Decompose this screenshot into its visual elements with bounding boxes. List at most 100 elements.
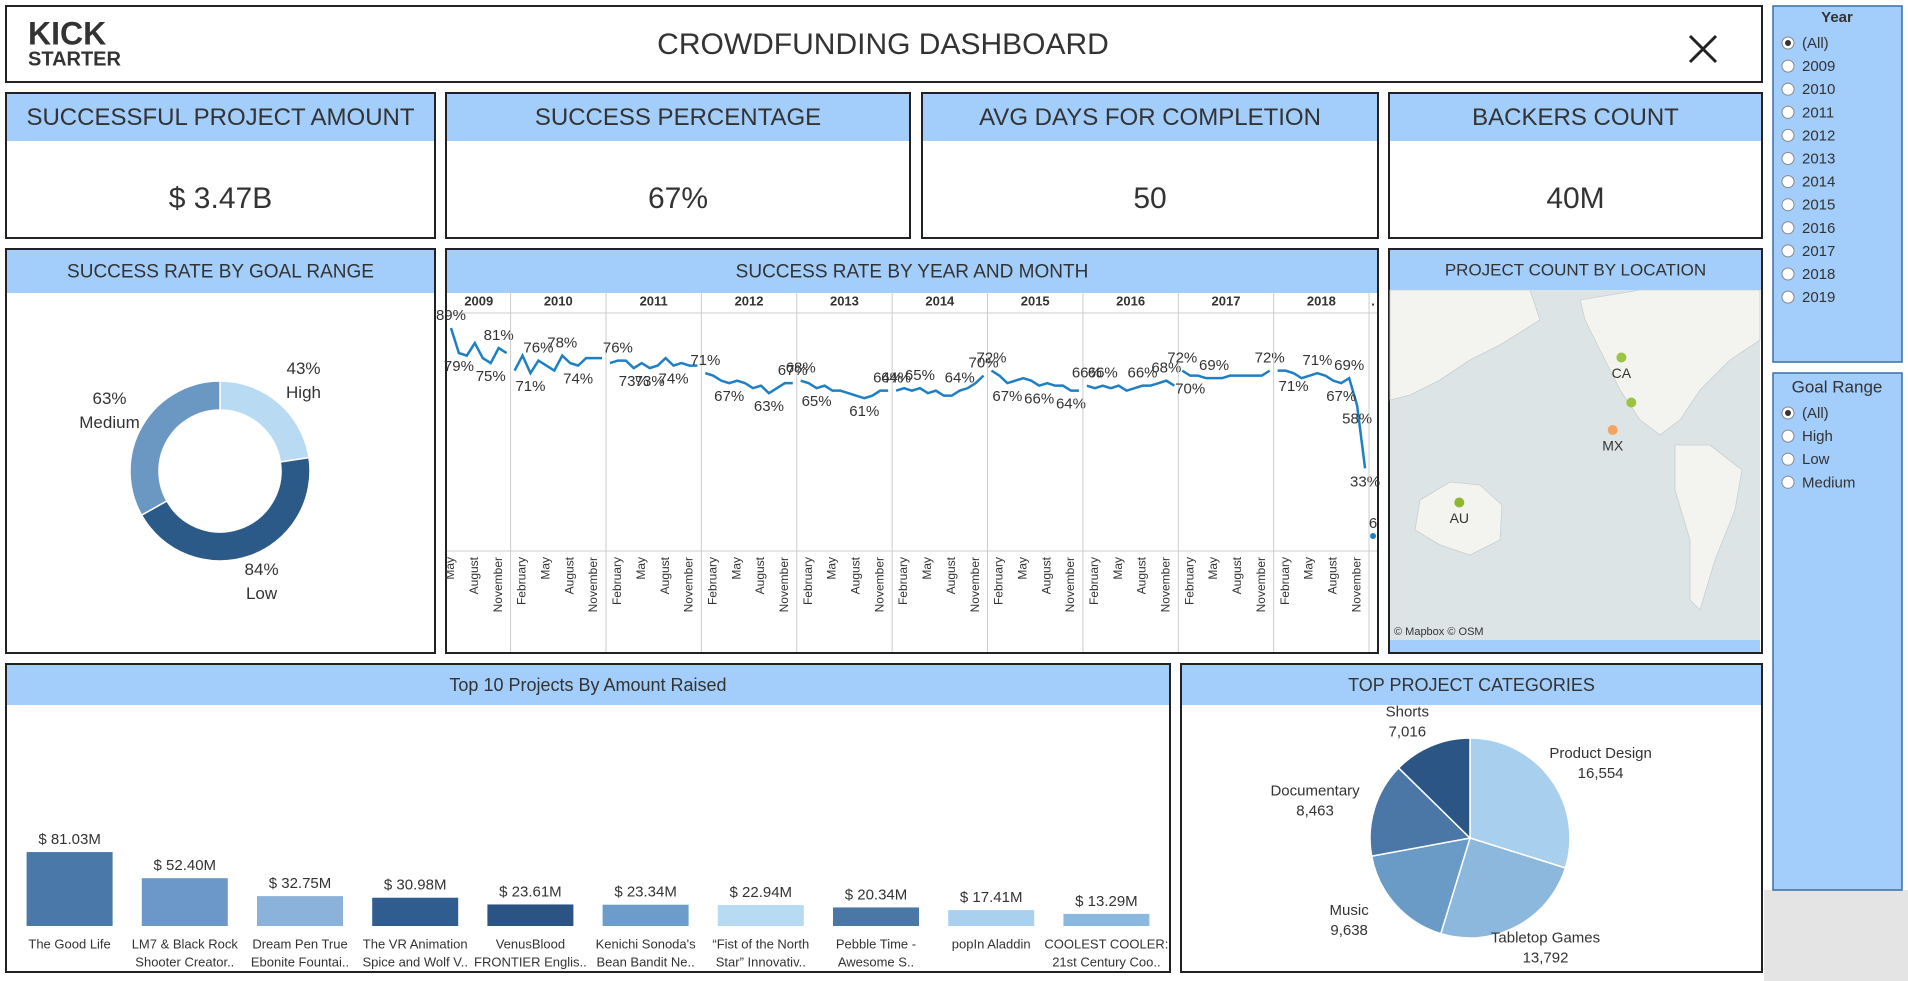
- filter-option[interactable]: 2017: [1802, 243, 1835, 260]
- kpi-card-header: [923, 94, 1377, 141]
- line-value-label: 67%: [1326, 388, 1356, 405]
- month-label: May: [1111, 557, 1125, 580]
- bar[interactable]: [257, 896, 343, 926]
- bar[interactable]: [372, 897, 459, 926]
- filter-option[interactable]: 2014: [1802, 174, 1835, 191]
- filter-option[interactable]: 2009: [1802, 58, 1835, 75]
- kpi-card-header: [7, 94, 434, 141]
- month-label: February: [1182, 557, 1196, 605]
- x-tick-label: COOLEST COOLER:: [1044, 936, 1168, 951]
- month-label: August: [1039, 556, 1053, 594]
- radio-button[interactable]: [1781, 105, 1795, 119]
- bar-value-label: $ 22.94M: [730, 884, 793, 901]
- radio-button[interactable]: [1781, 59, 1795, 73]
- line-value-label: 68%: [1151, 360, 1181, 377]
- month-label: February: [515, 557, 529, 605]
- map-panel-header: [1390, 250, 1761, 290]
- map-attribution: © Mapbox © OSM: [1394, 626, 1484, 638]
- bar[interactable]: [602, 904, 689, 926]
- line-value-label: 58%: [1342, 411, 1372, 428]
- radio-button[interactable]: [1781, 198, 1795, 212]
- bar[interactable]: [833, 907, 919, 926]
- radio-button[interactable]: [1781, 244, 1795, 258]
- close-button[interactable]: [1688, 34, 1718, 64]
- filter-panel: [1772, 372, 1903, 891]
- month-label: February: [1087, 557, 1101, 605]
- line-value-label: 67%: [992, 388, 1022, 405]
- bar[interactable]: [948, 910, 1035, 926]
- year-header: 2010: [544, 293, 573, 308]
- radio-button[interactable]: [1781, 128, 1795, 142]
- donut-value-label: 43%: [287, 359, 321, 378]
- radio-button[interactable]: [1781, 82, 1795, 96]
- line-series: [1181, 369, 1271, 380]
- month-label: February: [1278, 557, 1292, 605]
- pie-category-label: Documentary: [1270, 782, 1360, 799]
- line-value-label: 66%: [1127, 365, 1157, 382]
- radio-button[interactable]: [1781, 152, 1795, 165]
- filter-option[interactable]: (All): [1802, 405, 1829, 422]
- map-point[interactable]: [1626, 397, 1637, 408]
- filter-option[interactable]: Medium: [1802, 474, 1855, 491]
- radio-button[interactable]: [1781, 452, 1795, 466]
- year-header: .: [1371, 293, 1375, 308]
- radio-button[interactable]: [1781, 267, 1795, 281]
- filter-option[interactable]: 2018: [1802, 266, 1835, 283]
- filter-option[interactable]: Low: [1802, 451, 1830, 468]
- filter-option[interactable]: (All): [1802, 35, 1829, 52]
- bar[interactable]: [141, 878, 228, 926]
- filter-title: Goal Range: [1792, 377, 1883, 396]
- radio-button[interactable]: [1781, 221, 1795, 235]
- pie-slice[interactable]: [1370, 837, 1472, 935]
- month-label: November: [1063, 557, 1077, 612]
- pie-slice[interactable]: [1439, 837, 1567, 939]
- radio-button[interactable]: [1781, 429, 1795, 443]
- filter-option[interactable]: 2015: [1802, 197, 1835, 214]
- radio-button[interactable]: [1781, 290, 1795, 304]
- filter-option[interactable]: 2019: [1802, 289, 1835, 306]
- bar-value-label: $ 23.34M: [614, 884, 677, 901]
- line-value-label: 72%: [1255, 350, 1285, 367]
- radio-button[interactable]: [1781, 475, 1795, 489]
- month-label: May: [634, 557, 648, 580]
- year-header: 2012: [735, 293, 764, 308]
- pie-slice[interactable]: [1369, 766, 1472, 858]
- bar[interactable]: [717, 905, 804, 926]
- map-point[interactable]: [1454, 497, 1465, 508]
- filter-option[interactable]: 2010: [1802, 81, 1835, 98]
- line-value-label: 70%: [1175, 381, 1205, 398]
- line-value-label: 75%: [476, 368, 506, 385]
- pie-slice[interactable]: [1469, 737, 1571, 869]
- line-value-label: 81%: [484, 327, 514, 344]
- line-panel-title: SUCCESS RATE BY YEAR AND MONTH: [736, 262, 1089, 283]
- filter-option[interactable]: 2013: [1802, 150, 1835, 167]
- pie-value-label: 16,554: [1578, 765, 1624, 782]
- donut-panel-header: [7, 250, 434, 293]
- filter-option[interactable]: 2016: [1802, 220, 1835, 237]
- bar[interactable]: [487, 904, 574, 926]
- kpi-card-title: AVG DAYS FOR COMPLETION: [979, 104, 1321, 131]
- pie-slice[interactable]: [1397, 737, 1471, 840]
- bar[interactable]: [1063, 913, 1150, 926]
- pie-value-label: 7,016: [1389, 724, 1427, 741]
- radio-button[interactable]: [1781, 175, 1795, 189]
- kpi-value: $ 3.47B: [169, 182, 272, 215]
- line-panel: [445, 248, 1379, 654]
- line-value-label: 66%: [1024, 391, 1054, 408]
- bar-value-label: $ 32.75M: [269, 875, 332, 892]
- month-label: November: [872, 557, 886, 612]
- filter-option[interactable]: High: [1802, 428, 1833, 445]
- header: [5, 5, 1763, 83]
- map-point[interactable]: [1616, 352, 1627, 363]
- map-point[interactable]: [1607, 425, 1618, 435]
- kpi-card-title: SUCCESSFUL PROJECT AMOUNT: [26, 104, 414, 131]
- line-value-label: 68%: [786, 360, 816, 377]
- bar-panel-title: Top 10 Projects By Amount Raised: [449, 675, 726, 695]
- month-label: February: [801, 557, 815, 605]
- filter-option[interactable]: 2012: [1802, 127, 1835, 144]
- month-label: May: [920, 557, 934, 580]
- filter-option[interactable]: 2011: [1802, 104, 1834, 121]
- x-tick-label: The Good Life: [28, 936, 110, 951]
- bar[interactable]: [26, 852, 113, 926]
